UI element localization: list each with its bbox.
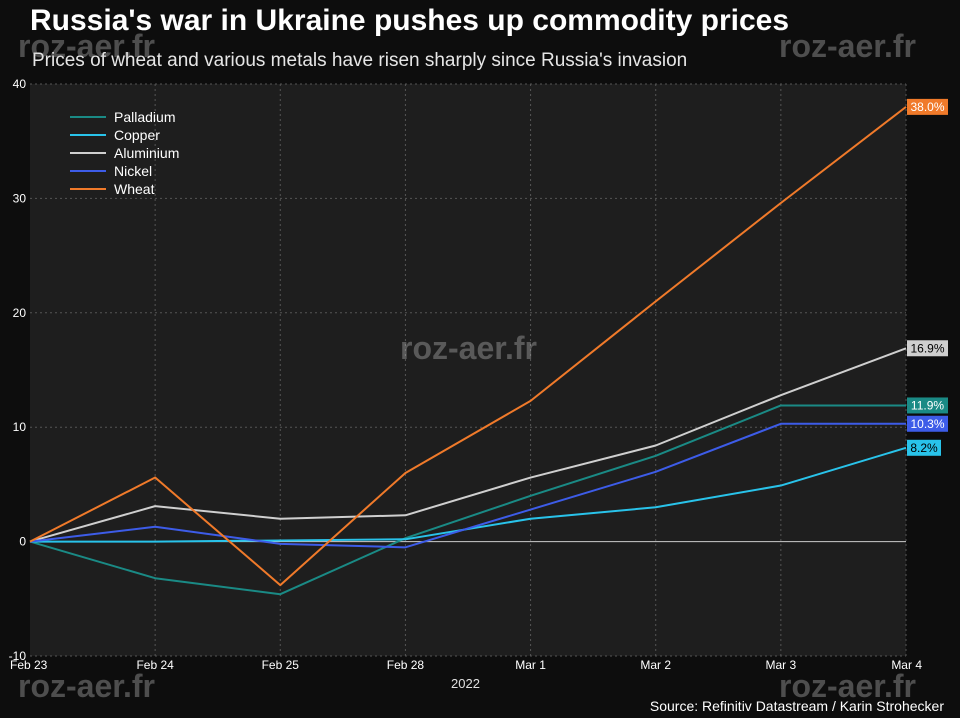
end-label-copper: 8.2% [910,441,938,455]
legend-item-wheat: Wheat [70,180,179,198]
x-tick-label: Mar 4 [891,658,922,672]
end-label-box-aluminium [907,340,948,357]
y-tick-label: -10 [9,649,27,663]
chart-title: Russia's war in Ukraine pushes up commod… [30,4,790,37]
y-tick-label: 30 [13,191,27,205]
legend-swatch [70,170,106,172]
source-credit: Source: Refinitiv Datastream / Karin Str… [649,698,944,714]
end-label-palladium: 11.9% [911,398,944,412]
x-tick-label: Feb 25 [262,658,300,672]
x-axis-year-label: 2022 [451,676,480,691]
x-tick-label: Mar 3 [766,658,797,672]
end-label-nickel: 10.3% [910,417,944,431]
x-tick-label: Feb 28 [387,658,425,672]
end-label-box-copper [907,439,941,456]
end-label-box-wheat [907,98,948,115]
x-tick-label: Feb 24 [136,658,174,672]
legend-item-aluminium: Aluminium [70,144,179,162]
plot-area [30,84,906,656]
legend-item-palladium: Palladium [70,108,179,126]
legend-swatch [70,116,106,118]
legend-label: Copper [114,127,160,143]
y-tick-label: 20 [13,306,27,320]
legend-item-nickel: Nickel [70,162,179,180]
series-line-palladium [29,404,906,596]
legend-label: Palladium [114,109,176,125]
end-label-box-palladium [907,397,948,414]
legend-label: Wheat [114,181,155,197]
x-tick-label: Feb 23 [10,658,48,672]
series-line-wheat [29,106,907,587]
legend-item-copper: Copper [70,126,179,144]
y-tick-label: 10 [13,420,27,434]
y-tick-label: 40 [13,77,27,91]
series-line-nickel [29,422,906,549]
legend: Palladium Copper Aluminium Nickel Wheat [70,108,179,198]
x-tick-label: Mar 1 [515,658,546,672]
end-label-aluminium: 16.9% [910,341,944,355]
legend-label: Nickel [114,163,153,179]
legend-swatch [70,134,106,136]
end-label-box-nickel [907,415,948,432]
legend-label: Aluminium [114,145,180,161]
y-tick-label: 0 [19,535,26,549]
end-label-wheat: 38.0% [910,100,944,114]
chart-subtitle: Prices of wheat and various metals have … [32,50,688,71]
legend-swatch [70,152,106,154]
x-tick-label: Mar 2 [640,658,671,672]
legend-swatch [70,188,106,190]
series-line-aluminium [29,347,907,543]
